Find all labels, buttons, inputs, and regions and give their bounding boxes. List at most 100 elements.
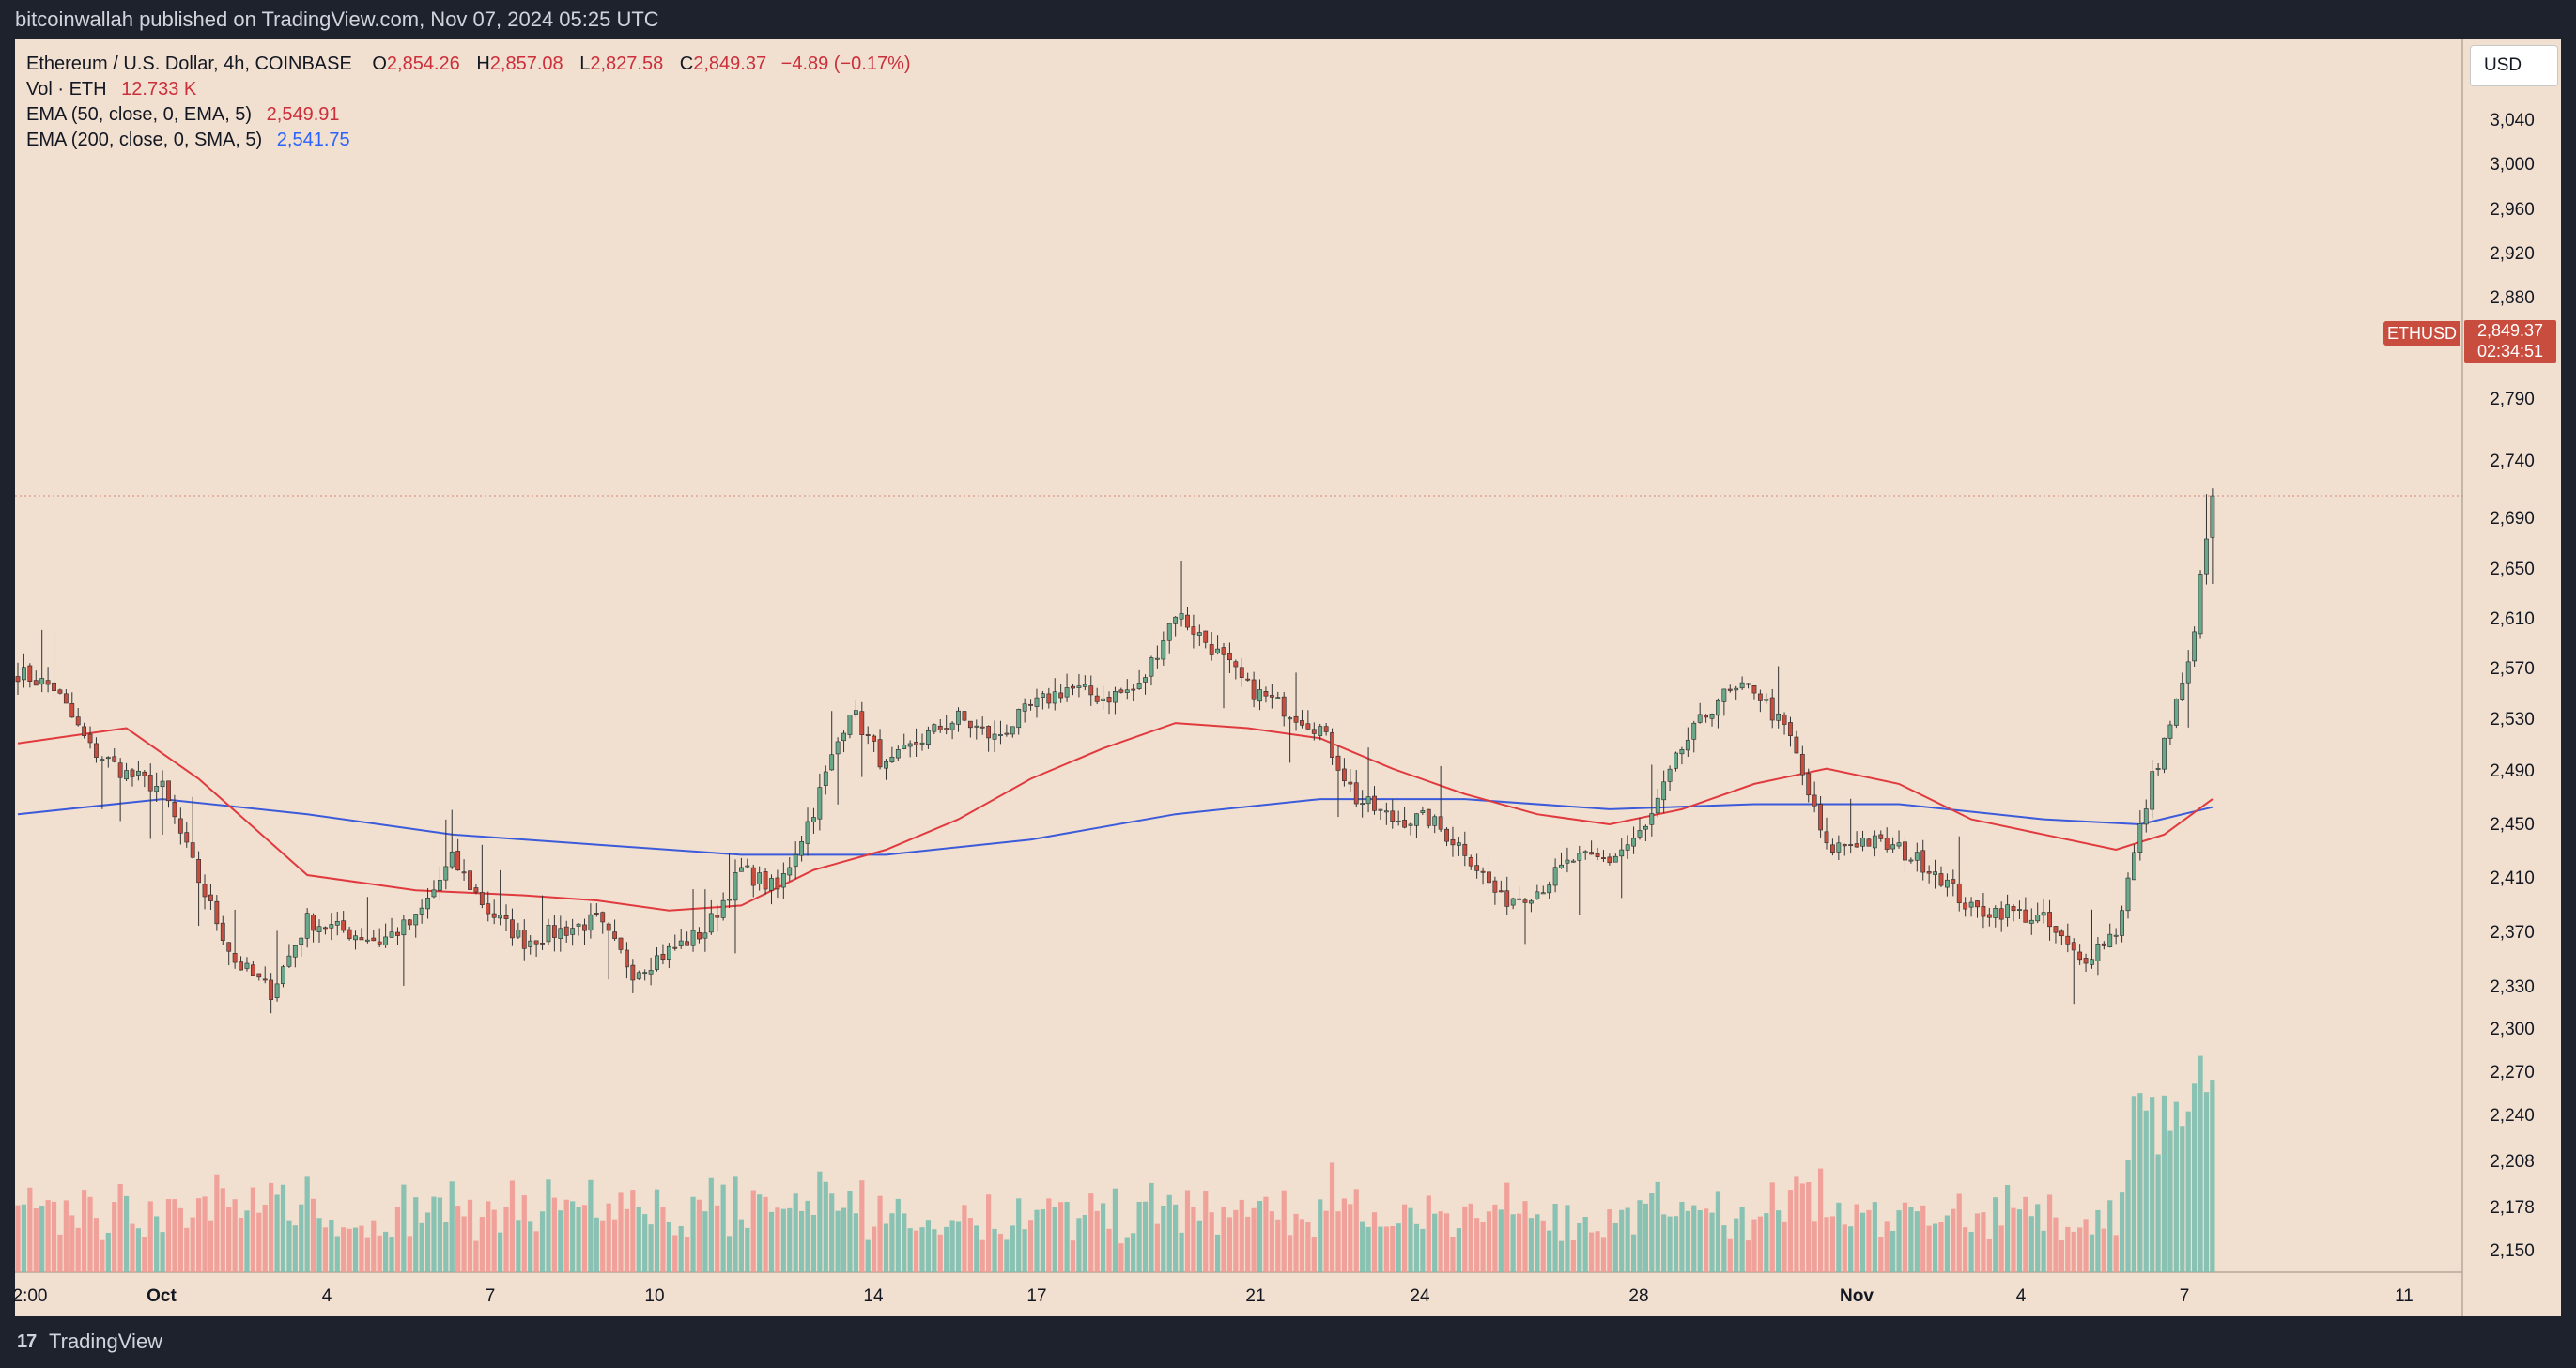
candle-body — [516, 930, 521, 938]
candle-body — [190, 842, 195, 858]
volume-bar — [1311, 1237, 1317, 1272]
volume-bar — [648, 1224, 654, 1272]
volume-bar — [1426, 1195, 1431, 1272]
volume-bar — [1727, 1238, 1733, 1272]
x-tick-label: Nov — [1840, 1286, 1874, 1306]
candle-body — [2053, 926, 2059, 933]
candle-body — [2101, 943, 2106, 946]
volume-bar — [1408, 1207, 1413, 1272]
volume-bar — [1866, 1209, 1872, 1272]
candle-body — [1432, 816, 1438, 826]
x-tick-label: 17 — [1026, 1286, 1046, 1306]
volume-bar — [1221, 1207, 1226, 1272]
brand-name[interactable]: TradingView — [49, 1330, 163, 1353]
candle-body — [582, 924, 587, 931]
volume-bar — [733, 1176, 738, 1272]
volume-bar — [1318, 1199, 1323, 1272]
volume-bar — [196, 1198, 202, 1272]
volume-bar — [1872, 1202, 1877, 1272]
candle-body — [1390, 810, 1396, 822]
candle-body — [738, 867, 744, 872]
last-price-label: 2,849.37 02:34:51 — [2464, 320, 2556, 363]
candle-body — [1830, 844, 1835, 853]
candle-body — [269, 979, 274, 1000]
volume-bar — [467, 1199, 473, 1272]
volume-bar — [2113, 1235, 2119, 1272]
volume-bar — [654, 1189, 660, 1272]
volume-bar — [2155, 1154, 2161, 1272]
volume-bar — [1064, 1202, 1070, 1272]
candle-body — [1064, 687, 1070, 698]
candle-body — [1751, 685, 1757, 694]
candle-body — [1330, 732, 1334, 758]
legend-ema50-value: 2,549.91 — [266, 104, 340, 125]
candle-body — [1191, 626, 1196, 635]
volume-bar — [2095, 1209, 2101, 1272]
volume-bar — [1348, 1204, 1353, 1272]
volume-bar — [1432, 1213, 1438, 1272]
candle-body — [1161, 640, 1166, 660]
volume-bar — [1944, 1215, 1950, 1272]
volume-bar — [1522, 1201, 1528, 1272]
volume-bar — [944, 1226, 949, 1272]
candle-body — [1196, 632, 1202, 636]
candle-body — [1094, 695, 1100, 702]
legend-close: 2,849.37 — [693, 54, 767, 74]
volume-bar — [2198, 1055, 2203, 1272]
candle-body — [576, 923, 581, 927]
candle-body — [1179, 613, 1184, 620]
candle-body — [1016, 709, 1022, 729]
candle-body — [2035, 915, 2041, 922]
volume-bar — [1968, 1231, 1974, 1272]
volume-bar — [1890, 1230, 1896, 1272]
candle-body — [1166, 623, 1172, 641]
legend-ema200-row[interactable]: EMA (200, close, 0, SMA, 5) 2,541.75 — [26, 128, 911, 153]
candle-body — [166, 780, 171, 802]
candle-body — [1945, 879, 1950, 888]
candle-body — [2005, 904, 2010, 918]
legend-ema50-row[interactable]: EMA (50, close, 0, EMA, 5) 2,549.91 — [26, 102, 911, 128]
volume-bar — [1257, 1200, 1263, 1272]
candle-body — [1323, 726, 1329, 732]
volume-bar — [2161, 1095, 2167, 1272]
volume-bar — [1383, 1226, 1389, 1272]
candle-body — [1251, 679, 1257, 700]
candle-body — [311, 915, 316, 931]
chart-pane[interactable] — [15, 39, 2561, 1316]
x-tick-label: 7 — [2180, 1286, 2190, 1306]
candle-body — [1335, 755, 1341, 771]
legend-high: 2,857.08 — [489, 54, 563, 74]
legend-symbol[interactable]: Ethereum / U.S. Dollar, 4h, COINBASE — [26, 54, 352, 74]
candle-body — [117, 762, 123, 778]
candle-body — [636, 972, 641, 979]
volume-bar — [1697, 1210, 1703, 1272]
volume-bar — [389, 1237, 394, 1272]
volume-bar — [949, 1220, 955, 1272]
tradingview-logo-icon[interactable]: 17 — [17, 1331, 37, 1352]
volume-bar — [256, 1212, 262, 1272]
candle-body — [256, 973, 262, 978]
volume-bar — [202, 1196, 208, 1272]
candle-body — [1595, 853, 1600, 857]
volume-bar — [2131, 1096, 2137, 1272]
candle-body — [750, 867, 756, 886]
candle-body — [642, 972, 648, 975]
volume-bar — [708, 1177, 714, 1272]
candle-body — [1492, 880, 1498, 893]
candle-body — [1734, 687, 1739, 691]
candle-body — [2047, 912, 2052, 928]
volume-bar — [1142, 1201, 1149, 1272]
candle-body — [1293, 715, 1299, 723]
legend-volume-row[interactable]: Vol · ETH 12.733 K — [26, 77, 911, 102]
candle-body — [2155, 768, 2161, 770]
volume-bar — [1600, 1237, 1607, 1272]
candle-body — [1318, 726, 1323, 736]
volume-bar — [461, 1216, 467, 1272]
candle-body — [486, 903, 491, 915]
candle-body — [1480, 870, 1486, 873]
currency-button[interactable]: USD — [2470, 45, 2558, 86]
candle-body — [461, 871, 467, 874]
candle-body — [558, 928, 563, 939]
candle-body — [281, 966, 285, 985]
